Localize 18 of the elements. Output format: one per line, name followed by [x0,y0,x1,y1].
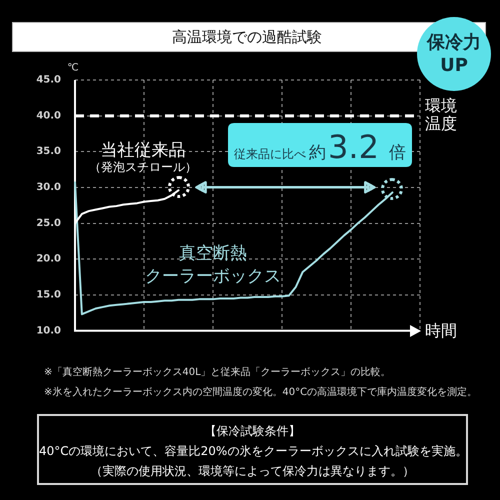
text-frame: 【保冷試験条件】 40°Cの環境において、容量比20%の氷をクーラーボックスに入れ試験を実施。 （実際の使用状況、環境等によって保冷力は異なります。） [37,414,468,485]
ref-line-label: 環境温度 [425,96,457,133]
y-tick-label: 40.0 [36,110,62,122]
y-tick-label: 15.0 [36,289,62,300]
y-tick-label: 30.0 [36,182,62,194]
round-badge: 保冷力 UP [417,17,491,91]
series-label: 当社従来品（発泡スチロール） [89,140,197,174]
y-tick-label: 35.0 [36,146,62,158]
text: ※「真空断熱クーラーボックス40L」と従来品「クーラーボックス」の比較。 [44,366,391,379]
y-axis-title: ℃ [67,62,79,74]
chart-title: 高温環境での過酷試験 [172,27,322,48]
y-tick-label: 10.0 [36,325,62,336]
y-tick-label: 25.0 [36,218,62,229]
text: ※氷を入れたクーラーボックス内の空間温度の変化。40°Cの高温環境下で庫内温度変化を測定。 [44,386,478,399]
y-tick-label: 45.0 [36,74,62,86]
y-tick-label: 20.0 [36,254,62,265]
x-axis-title: 時間 [425,320,457,340]
series-label: 真空断熱クーラーボックス [145,243,281,286]
